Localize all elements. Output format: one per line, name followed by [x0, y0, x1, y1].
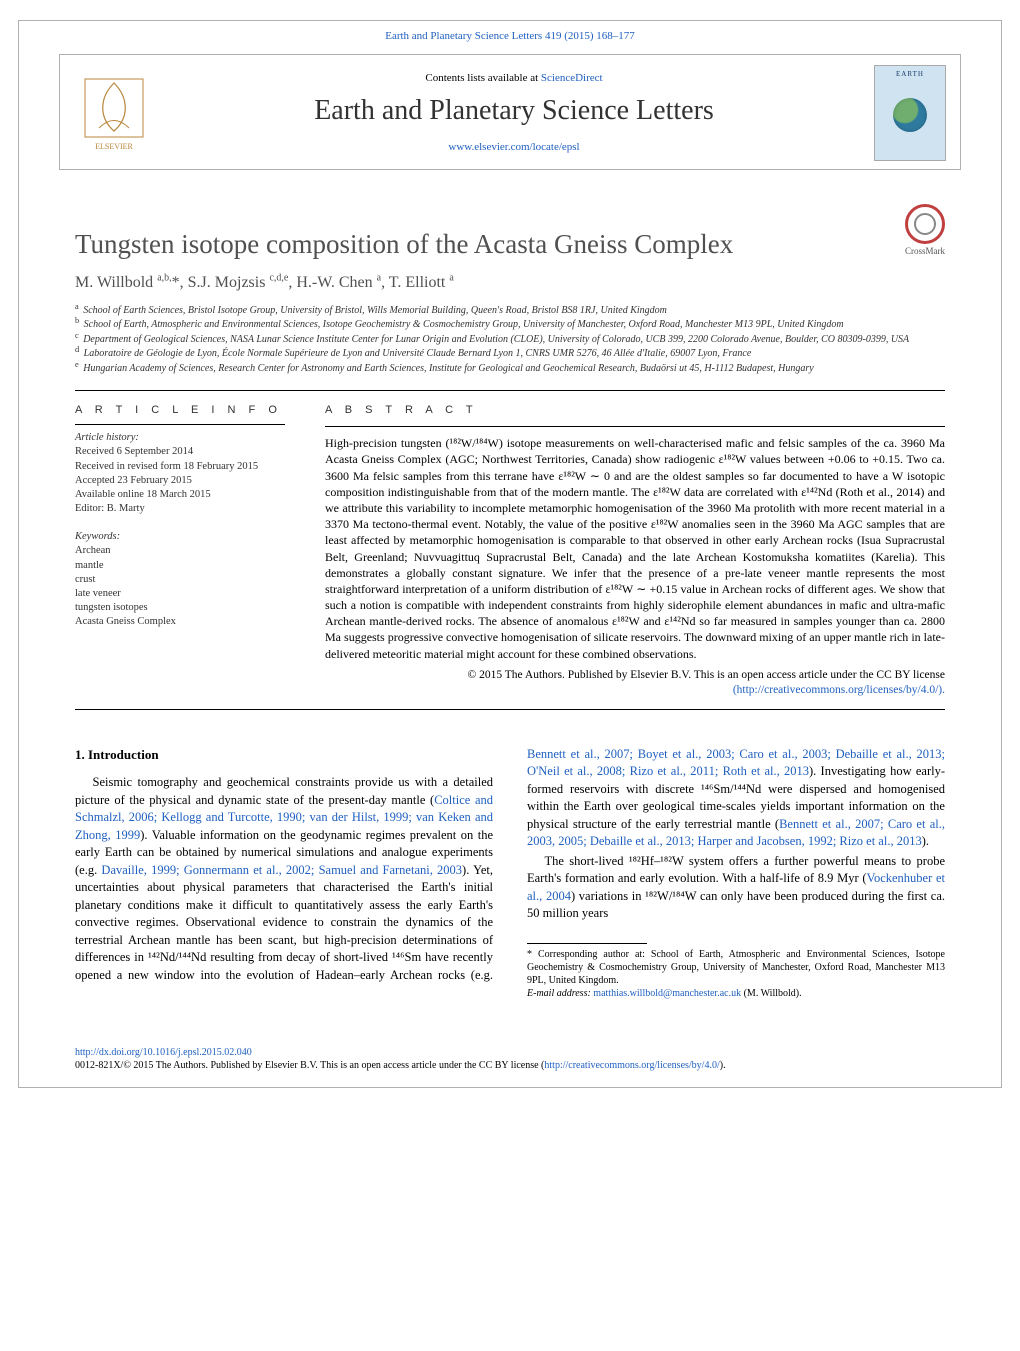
body-columns: 1. Introduction Seismic tomography and g…	[75, 746, 945, 1000]
email-label: E-mail address:	[527, 988, 593, 999]
crossmark-label: CrossMark	[905, 245, 945, 257]
journal-site[interactable]: www.elsevier.com/locate/epsl	[164, 140, 864, 155]
top-citation: Earth and Planetary Science Letters 419 …	[19, 21, 1001, 50]
p1e: ).	[922, 834, 929, 848]
history-heading: Article history:	[75, 431, 285, 445]
affiliation-line: e Hungarian Academy of Sciences, Researc…	[75, 362, 945, 377]
history-line: Editor: B. Marty	[75, 502, 285, 516]
crossmark-icon	[905, 204, 945, 244]
p2b: ) variations in ¹⁸²W/¹⁸⁴W can only have …	[527, 889, 945, 921]
keywords-heading: Keywords:	[75, 530, 285, 544]
history-line: Received 6 September 2014	[75, 445, 285, 459]
copyright-text: © 2015 The Authors. Published by Elsevie…	[467, 669, 945, 681]
journal-site-link[interactable]: www.elsevier.com/locate/epsl	[448, 141, 579, 153]
page-frame: Earth and Planetary Science Letters 419 …	[18, 20, 1002, 1088]
p1a: Seismic tomography and geochemical const…	[75, 775, 493, 807]
history-list: Received 6 September 2014Received in rev…	[75, 445, 285, 516]
keyword: late veneer	[75, 587, 285, 601]
keyword: crust	[75, 573, 285, 587]
affiliation-line: b School of Earth, Atmospheric and Envir…	[75, 318, 945, 333]
abstract-text: High-precision tungsten (¹⁸²W/¹⁸⁴W) isot…	[325, 435, 945, 662]
journal-header: ELSEVIER Contents lists available at Sci…	[59, 54, 961, 170]
email-line: E-mail address: matthias.willbold@manche…	[527, 987, 945, 1000]
svg-text:ELSEVIER: ELSEVIER	[95, 142, 133, 151]
p1c: ). Yet, uncertainties about physical par…	[75, 863, 493, 982]
rule-top	[75, 390, 945, 391]
section-1-heading: 1. Introduction	[75, 746, 493, 764]
journal-name: Earth and Planetary Science Letters	[164, 92, 864, 130]
page-footer: http://dx.doi.org/10.1016/j.epsl.2015.02…	[19, 1040, 1001, 1087]
footer-license-link[interactable]: http://creativecommons.org/licenses/by/4…	[544, 1060, 719, 1071]
contents-line: Contents lists available at ScienceDirec…	[164, 71, 864, 86]
contents-prefix: Contents lists available at	[425, 72, 540, 84]
sciencedirect-link[interactable]: ScienceDirect	[541, 72, 603, 84]
affiliation-line: c Department of Geological Sciences, NAS…	[75, 333, 945, 348]
keyword: mantle	[75, 559, 285, 573]
authors-line: M. Willbold a,b,*, S.J. Mojzsis c,d,e, H…	[75, 272, 945, 294]
author-email[interactable]: matthias.willbold@manchester.ac.uk	[593, 988, 741, 999]
cover-globe-icon	[893, 98, 927, 132]
keyword: tungsten isotopes	[75, 601, 285, 615]
article-area: Tungsten isotope composition of the Acas…	[19, 200, 1001, 1040]
footer-license-line: 0012-821X/© 2015 The Authors. Published …	[75, 1059, 945, 1073]
email-tail: (M. Willbold).	[741, 988, 802, 999]
history-line: Available online 18 March 2015	[75, 488, 285, 502]
keyword: Acasta Gneiss Complex	[75, 615, 285, 629]
corr-text: * Corresponding author at: School of Ear…	[527, 948, 945, 987]
ref-group-2[interactable]: Davaille, 1999; Gonnermann et al., 2002;…	[101, 863, 462, 877]
abstract-rule	[325, 426, 945, 427]
article-info-column: A R T I C L E I N F O Article history: R…	[75, 403, 285, 699]
intro-paragraph-2: The short-lived ¹⁸²Hf–¹⁸²W system offers…	[527, 853, 945, 923]
info-label: A R T I C L E I N F O	[75, 403, 285, 418]
abstract-column: A B S T R A C T High-precision tungsten …	[325, 403, 945, 699]
corresponding-author-note: * Corresponding author at: School of Ear…	[527, 948, 945, 1000]
abstract-copyright: © 2015 The Authors. Published by Elsevie…	[325, 668, 945, 699]
elsevier-logo: ELSEVIER	[74, 68, 154, 158]
footer-tail: ).	[720, 1060, 726, 1071]
citation-text[interactable]: Earth and Planetary Science Letters 419 …	[385, 30, 635, 42]
affiliations-block: a School of Earth Sciences, Bristol Isot…	[75, 304, 945, 377]
license-link[interactable]: (http://creativecommons.org/licenses/by/…	[733, 684, 945, 696]
keywords-list: Archeanmantlecrustlate veneertungsten is…	[75, 544, 285, 629]
affiliation-line: a School of Earth Sciences, Bristol Isot…	[75, 304, 945, 319]
affiliation-line: d Laboratoire de Géologie de Lyon, École…	[75, 347, 945, 362]
header-center: Contents lists available at ScienceDirec…	[164, 71, 864, 154]
journal-cover-thumb: EARTH	[874, 65, 946, 161]
footnote-separator	[527, 943, 647, 944]
title-row: Tungsten isotope composition of the Acas…	[75, 200, 945, 272]
info-abstract-row: A R T I C L E I N F O Article history: R…	[75, 403, 945, 699]
cover-title: EARTH	[875, 70, 945, 79]
history-line: Received in revised form 18 February 201…	[75, 460, 285, 474]
crossmark-badge[interactable]: CrossMark	[905, 204, 945, 257]
history-line: Accepted 23 February 2015	[75, 474, 285, 488]
info-rule	[75, 424, 285, 425]
abstract-label: A B S T R A C T	[325, 403, 945, 418]
doi-link[interactable]: http://dx.doi.org/10.1016/j.epsl.2015.02…	[75, 1047, 252, 1058]
keyword: Archean	[75, 544, 285, 558]
rule-bottom	[75, 709, 945, 710]
article-title: Tungsten isotope composition of the Acas…	[75, 226, 733, 262]
footer-text: 0012-821X/© 2015 The Authors. Published …	[75, 1060, 544, 1071]
